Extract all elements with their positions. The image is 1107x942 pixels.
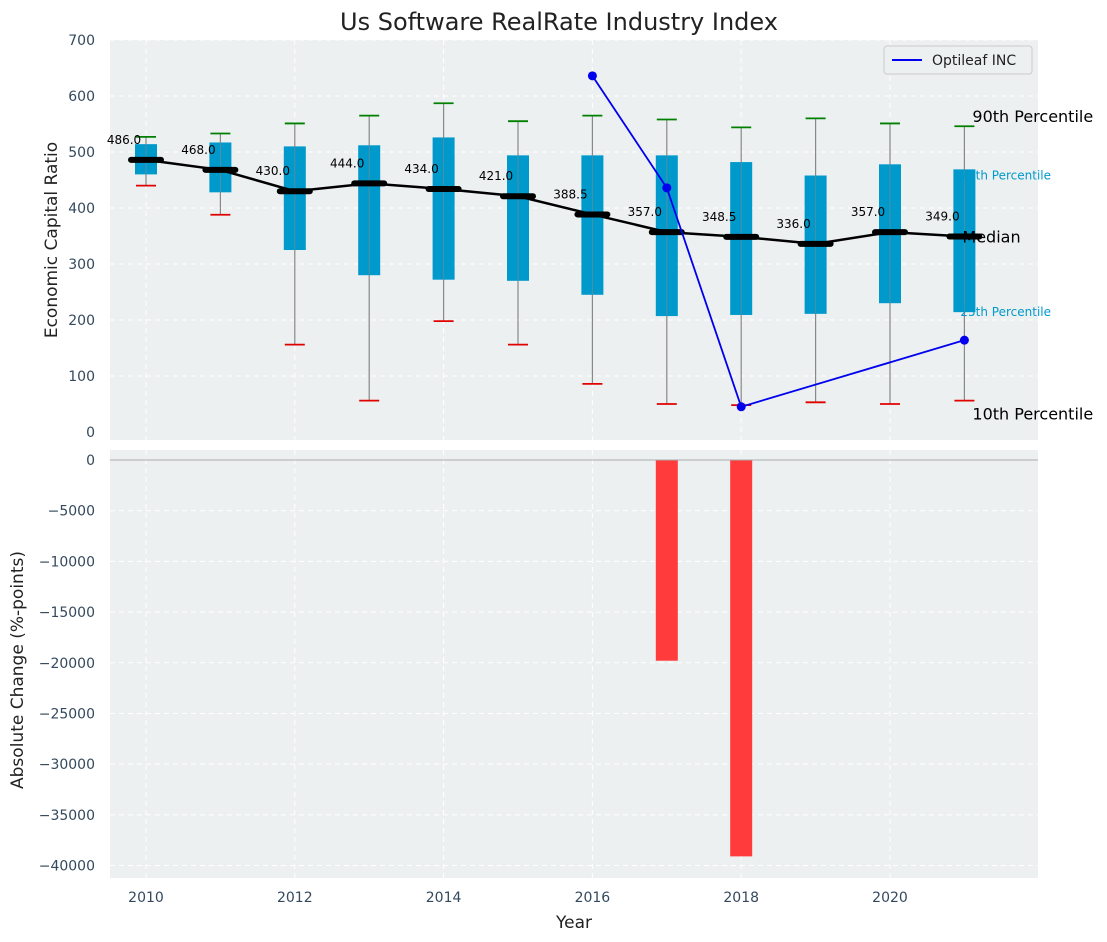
company-point-2018	[736, 402, 746, 412]
percentile-annotations: 90th Percentile 75th Percentile Median 25th…	[960, 107, 1093, 423]
median-label-2010: 486.0	[107, 133, 141, 147]
bottom-y-tick-7: −35000	[39, 808, 95, 824]
median-label-2016: 388.5	[553, 187, 587, 201]
annotation-q3: 75th Percentile	[960, 168, 1051, 182]
box-plot-group	[135, 102, 976, 407]
bottom-y-tick-1: −5000	[48, 504, 95, 520]
median-label-2020: 357.0	[851, 205, 885, 219]
x-axis-label: Year	[555, 913, 592, 933]
bottom-y-tick-5: −25000	[39, 706, 95, 722]
change-bars-group	[655, 460, 753, 857]
company-point-2017	[662, 183, 672, 193]
top-y-tick-labels: 0 100 200 300 400 500 600 700	[68, 33, 95, 441]
top-y-axis-label: Economic Capital Ratio	[42, 142, 62, 338]
change-bar-2018	[730, 460, 753, 857]
bottom-y-tick-2: −10000	[39, 554, 95, 570]
median-label-2013: 444.0	[330, 156, 364, 170]
x-tick-2010: 2010	[128, 890, 164, 906]
x-tick-2018: 2018	[723, 890, 759, 906]
annotation-q1: 25th Percentile	[960, 305, 1051, 319]
bottom-plot-area	[110, 450, 1038, 878]
median-label-2011: 468.0	[181, 143, 215, 157]
bottom-y-tick-labels: 0 −5000 −10000 −15000 −20000 −25000 −30000 −350…	[39, 453, 95, 875]
bottom-y-tick-3: −15000	[39, 605, 95, 621]
company-point-2016	[587, 71, 597, 81]
median-line-group: 486.0 468.0 430.0 444.0 434.0 421.0 388.5 357.0…	[107, 133, 983, 247]
change-bar-2017	[655, 460, 678, 661]
top-y-tick-500: 500	[68, 145, 95, 161]
company-point-2021	[959, 335, 969, 345]
bottom-gridlines	[110, 450, 1038, 878]
median-label-2015: 421.0	[479, 169, 513, 183]
legend-label-optileaf: Optileaf INC	[932, 53, 1016, 69]
chart-title: Us Software RealRate Industry Index	[340, 8, 778, 36]
top-y-tick-100: 100	[68, 369, 95, 385]
annotation-p90: 90th Percentile	[972, 107, 1093, 126]
x-tick-2014: 2014	[426, 890, 462, 906]
top-y-tick-300: 300	[68, 257, 95, 273]
bottom-y-tick-6: −30000	[39, 757, 95, 773]
x-tick-2020: 2020	[872, 890, 908, 906]
bottom-y-axis-label: Absolute Change (%-points)	[8, 551, 28, 789]
median-label-2017: 357.0	[628, 205, 662, 219]
top-y-tick-0: 0	[86, 425, 95, 441]
bottom-y-tick-0: 0	[86, 453, 95, 469]
median-label-2014: 434.0	[404, 162, 438, 176]
x-tick-labels: 2010 2012 2014 2016 2018 2020	[128, 890, 908, 906]
x-tick-2012: 2012	[277, 890, 313, 906]
annotation-median: Median	[962, 228, 1020, 247]
top-y-tick-700: 700	[68, 33, 95, 49]
legend: Optileaf INC	[883, 45, 1033, 75]
top-y-tick-600: 600	[68, 89, 95, 105]
bottom-y-tick-4: −20000	[39, 656, 95, 672]
legend-box	[883, 45, 1033, 75]
median-label-2018: 348.5	[702, 210, 736, 224]
company-line	[591, 75, 965, 408]
median-label-2019: 336.0	[776, 217, 810, 231]
median-label-2012: 430.0	[256, 164, 290, 178]
x-tick-2016: 2016	[575, 890, 611, 906]
top-y-tick-200: 200	[68, 313, 95, 329]
median-label-2021: 349.0	[925, 210, 959, 224]
bottom-y-tick-8: −40000	[39, 859, 95, 875]
company-series-group	[587, 71, 969, 412]
annotation-p10: 10th Percentile	[972, 405, 1093, 424]
top-y-tick-400: 400	[68, 201, 95, 217]
